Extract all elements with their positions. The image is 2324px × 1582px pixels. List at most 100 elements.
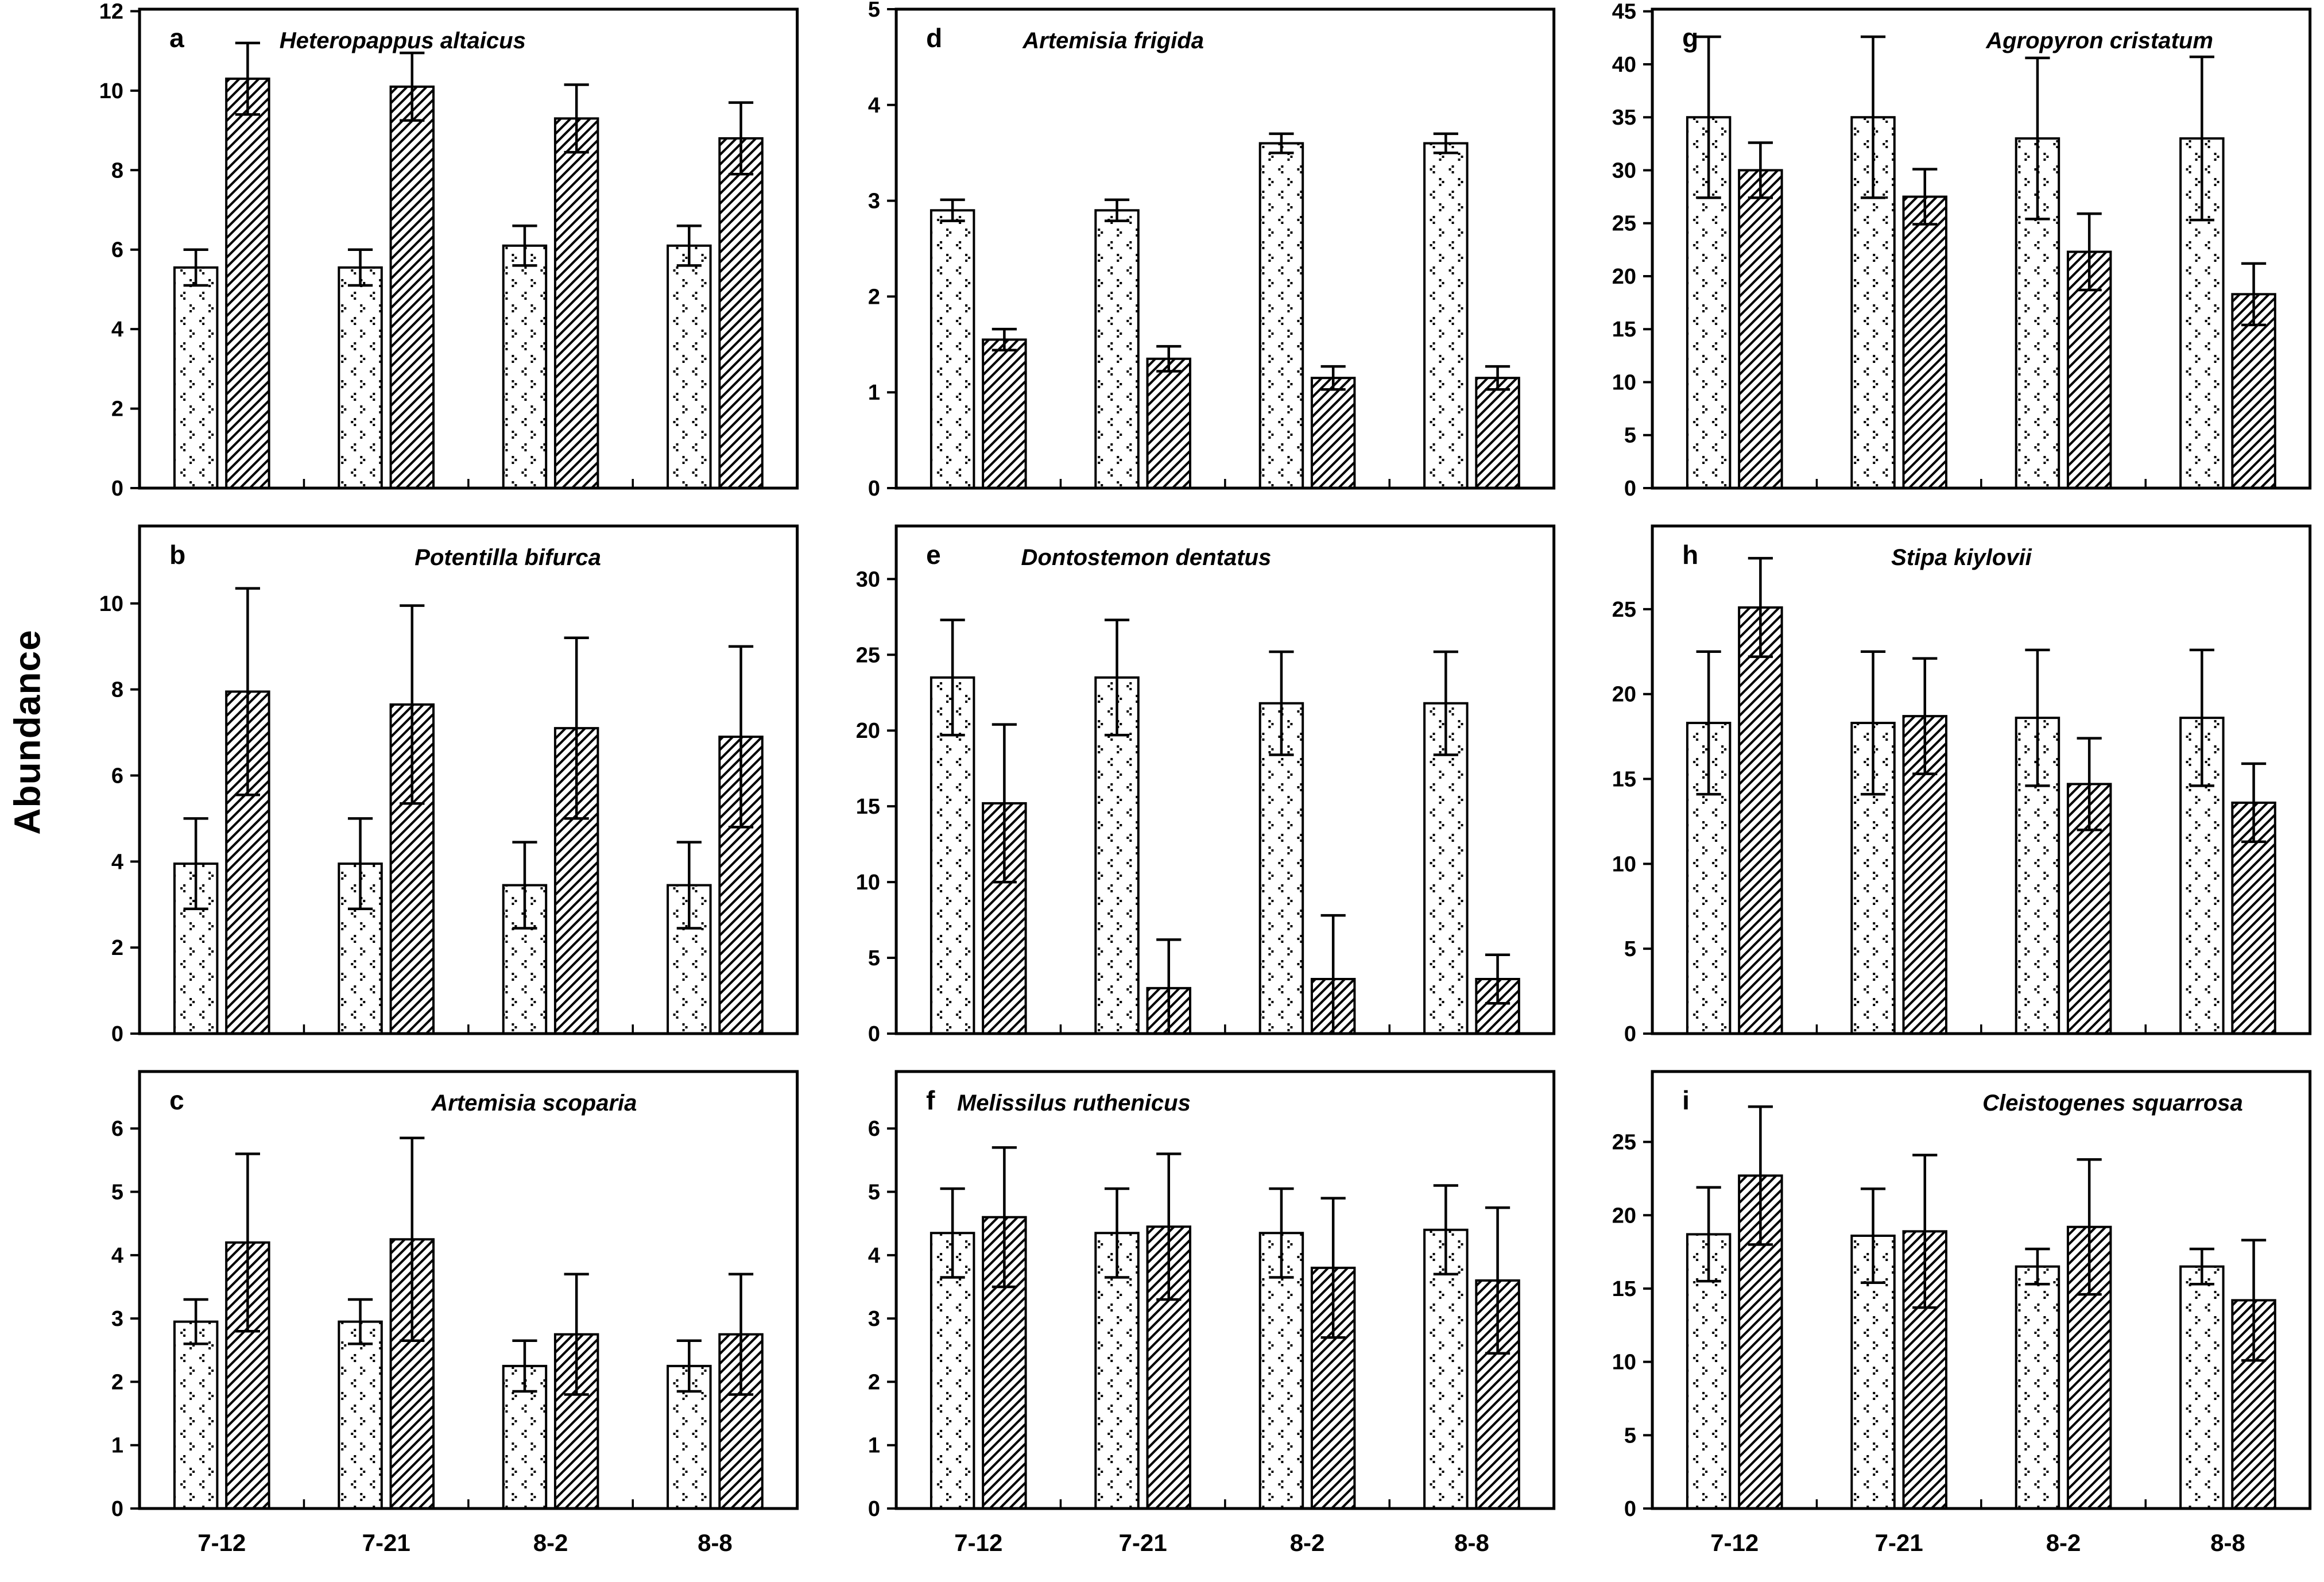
svg-text:7-12: 7-12 [197, 1529, 246, 1556]
bar-dotted-8-2 [502, 244, 548, 489]
bar-hatched-8-8 [1474, 377, 1520, 489]
error-bar-dotted-8-2 [1269, 1187, 1294, 1279]
svg-text:3: 3 [868, 1307, 880, 1331]
error-bar-hatched-7-12 [991, 1146, 1017, 1289]
error-bar-hatched-8-2 [1320, 914, 1346, 1034]
error-bar-hatched-8-2 [2077, 737, 2102, 831]
bar-dotted-8-8 [1423, 702, 1469, 1035]
svg-text:15: 15 [1612, 768, 1636, 792]
error-bar-hatched-7-12 [235, 1152, 260, 1333]
svg-text:0: 0 [111, 1022, 123, 1046]
svg-text:5: 5 [868, 946, 880, 970]
svg-text:4: 4 [111, 318, 123, 342]
chart-title: Artemisia frigida [1022, 28, 1204, 53]
svg-text:2: 2 [868, 285, 880, 309]
panel-letter: b [169, 540, 185, 570]
error-bar-dotted-8-2 [2025, 648, 2050, 787]
svg-text:35: 35 [1612, 106, 1636, 130]
error-bar-dotted-7-21 [1104, 618, 1129, 737]
error-bar-hatched-8-2 [1320, 1197, 1346, 1339]
svg-text:10: 10 [1612, 852, 1636, 876]
svg-text:1: 1 [868, 1434, 880, 1458]
svg-text:7-12: 7-12 [1711, 1529, 1759, 1556]
svg-text:6: 6 [111, 238, 123, 262]
error-bar-hatched-7-21 [1156, 1152, 1182, 1301]
svg-text:5: 5 [868, 0, 880, 22]
y-axis: 0 2 4 6 8 10 12 [99, 0, 140, 501]
svg-text:20: 20 [1612, 1204, 1636, 1228]
chart-h: 0 5 10 15 20 25 h Stipa kiylovii [1612, 524, 2312, 1046]
svg-text:7-21: 7-21 [362, 1529, 410, 1556]
svg-text:3: 3 [111, 1307, 123, 1331]
error-bar-dotted-7-21 [1861, 1188, 1886, 1284]
svg-text:40: 40 [1612, 53, 1636, 77]
svg-text:10: 10 [99, 79, 123, 103]
chart-title: Potentilla bifurca [415, 545, 601, 570]
y-axis-label: Abundance [0, 459, 55, 1005]
error-bar-hatched-8-8 [728, 1272, 754, 1396]
error-bar-dotted-8-2 [2025, 1247, 2050, 1286]
error-bar-hatched-7-21 [1912, 1154, 1938, 1309]
svg-text:0: 0 [1624, 1022, 1636, 1046]
chart-i: 0 5 10 15 20 25 7-12 7-21 8-2 8-8 i Cleistogenes sq… [1612, 1070, 2312, 1556]
error-bar-hatched-8-8 [2241, 762, 2267, 844]
error-bar-hatched-7-21 [1912, 657, 1938, 775]
chart-e: 0 5 10 15 20 25 30 e Dontostemon dentatus [855, 524, 1555, 1046]
bar-dotted-8-2 [2015, 1265, 2060, 1510]
svg-text:30: 30 [1612, 158, 1636, 183]
bar-hatched-7-12 [1738, 606, 1783, 1035]
svg-text:25: 25 [1612, 598, 1636, 622]
svg-text:3: 3 [868, 189, 880, 214]
svg-text:15: 15 [855, 795, 880, 819]
svg-text:12: 12 [99, 0, 123, 24]
y-axis: 0 1 2 3 4 5 6 [111, 1117, 140, 1521]
chart-title: Melissilus ruthenicus [957, 1090, 1191, 1116]
svg-text:5: 5 [111, 1181, 123, 1205]
panel-letter: a [169, 23, 184, 53]
svg-text:10: 10 [99, 592, 123, 616]
bar-dotted-7-21 [1094, 1232, 1140, 1510]
bar-dotted-7-21 [338, 1320, 383, 1510]
svg-text:0: 0 [868, 477, 880, 501]
error-bar-hatched-7-12 [1748, 556, 1773, 658]
bar-hatched-8-2 [1310, 377, 1356, 489]
panel-letter: h [1682, 540, 1698, 570]
svg-text:30: 30 [855, 567, 880, 591]
svg-text:8-8: 8-8 [698, 1529, 733, 1556]
svg-text:25: 25 [855, 643, 880, 667]
panel-letter: i [1682, 1085, 1690, 1115]
svg-text:5: 5 [1624, 1424, 1636, 1448]
svg-text:8-8: 8-8 [1454, 1529, 1489, 1556]
bar-dotted-7-21 [1094, 209, 1140, 489]
svg-text:15: 15 [1612, 318, 1636, 342]
svg-text:1: 1 [111, 1434, 123, 1458]
error-bar-dotted-8-8 [1433, 1184, 1458, 1276]
error-bar-dotted-7-12 [183, 248, 208, 287]
svg-text:8-2: 8-2 [1289, 1529, 1324, 1556]
bar-hatched-7-12 [1738, 169, 1783, 489]
y-axis: 0 5 10 15 20 25 [1612, 598, 1653, 1046]
error-bar-hatched-8-8 [728, 101, 754, 176]
svg-text:4: 4 [111, 1244, 123, 1268]
svg-text:25: 25 [1612, 1131, 1636, 1155]
error-bar-dotted-7-12 [1696, 650, 1722, 796]
chart-c: 0 1 2 3 4 5 6 7-12 7-21 8-2 8-8 c Artemisia scoparia [111, 1070, 799, 1556]
error-bar-dotted-7-21 [1861, 35, 1886, 199]
chart-b: 0 2 4 6 8 10 b Potentilla bifurca [99, 524, 799, 1046]
bar-dotted-7-12 [173, 1320, 219, 1510]
bar-hatched-8-2 [553, 727, 599, 1035]
svg-text:2: 2 [111, 1370, 123, 1394]
error-bar-hatched-8-8 [2241, 1239, 2267, 1362]
svg-text:8-8: 8-8 [2210, 1529, 2245, 1556]
panel-letter: e [926, 540, 941, 570]
error-bar-dotted-8-8 [2190, 55, 2215, 222]
svg-text:20: 20 [1612, 265, 1636, 289]
bar-dotted-8-8 [667, 244, 712, 489]
error-bar-dotted-8-8 [676, 841, 702, 930]
error-bar-dotted-8-8 [1433, 132, 1458, 154]
error-bar-dotted-7-21 [347, 248, 373, 287]
svg-text:4: 4 [868, 1244, 880, 1268]
chart-d: 0 1 2 3 4 5 d Artemisia frigida [868, 0, 1555, 501]
x-axis-labels: 7-12 7-21 8-2 8-8 [954, 1529, 1489, 1556]
error-bar-dotted-8-8 [676, 1339, 702, 1393]
